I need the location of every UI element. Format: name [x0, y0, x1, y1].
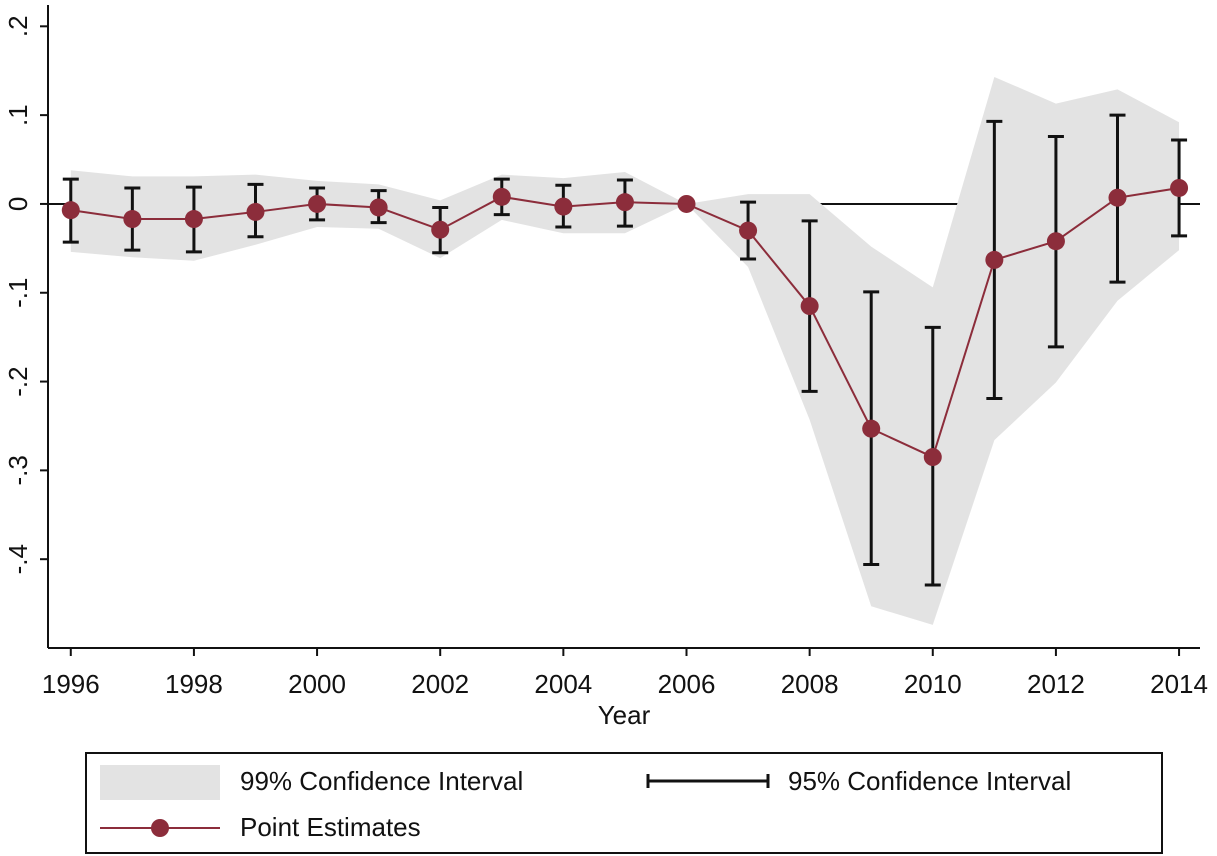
estimate-point [431, 220, 450, 239]
estimate-point [862, 419, 881, 438]
estimate-point [1046, 232, 1065, 251]
estimate-point [554, 197, 573, 216]
y-tick-label: -.2 [3, 366, 33, 396]
x-axis-label: Year [598, 700, 651, 730]
x-tick-label: 2004 [534, 669, 592, 699]
estimate-point [308, 194, 327, 213]
x-tick-label: 2014 [1150, 669, 1208, 699]
estimate-point [985, 250, 1004, 269]
estimate-point [677, 194, 696, 213]
y-tick-label: 0 [3, 197, 33, 211]
x-tick-label: 2000 [288, 669, 346, 699]
estimate-point [739, 221, 758, 240]
estimate-point [246, 202, 265, 221]
x-tick-label: 2010 [904, 669, 962, 699]
legend-label: 95% Confidence Interval [788, 766, 1071, 796]
legend-box [85, 752, 1163, 854]
y-tick-label: -.4 [3, 544, 33, 574]
legend-swatch [100, 765, 220, 800]
y-tick-label: .1 [3, 104, 33, 126]
estimate-point [369, 198, 388, 217]
estimate-point [184, 210, 203, 229]
estimate-point [615, 193, 634, 212]
y-tick-label: -.3 [3, 455, 33, 485]
estimate-point [1170, 178, 1189, 197]
estimate-point [800, 297, 819, 316]
y-tick-label: .2 [3, 15, 33, 37]
y-tick-label: -.1 [3, 278, 33, 308]
x-tick-label: 2002 [411, 669, 469, 699]
x-tick-label: 1998 [165, 669, 223, 699]
ci-band [70, 76, 1180, 625]
x-tick-label: 2006 [658, 669, 716, 699]
estimate-point [61, 201, 80, 220]
legend-label: Point Estimates [240, 812, 421, 842]
estimate-point [123, 210, 142, 229]
x-tick-label: 1996 [42, 669, 100, 699]
estimate-point [1108, 188, 1127, 207]
estimate-point [923, 448, 942, 467]
estimate-point [492, 187, 511, 206]
legend-label: 99% Confidence Interval [240, 766, 523, 796]
x-tick-label: 2012 [1027, 669, 1085, 699]
legend-swatch [151, 819, 169, 837]
x-tick-label: 2008 [781, 669, 839, 699]
